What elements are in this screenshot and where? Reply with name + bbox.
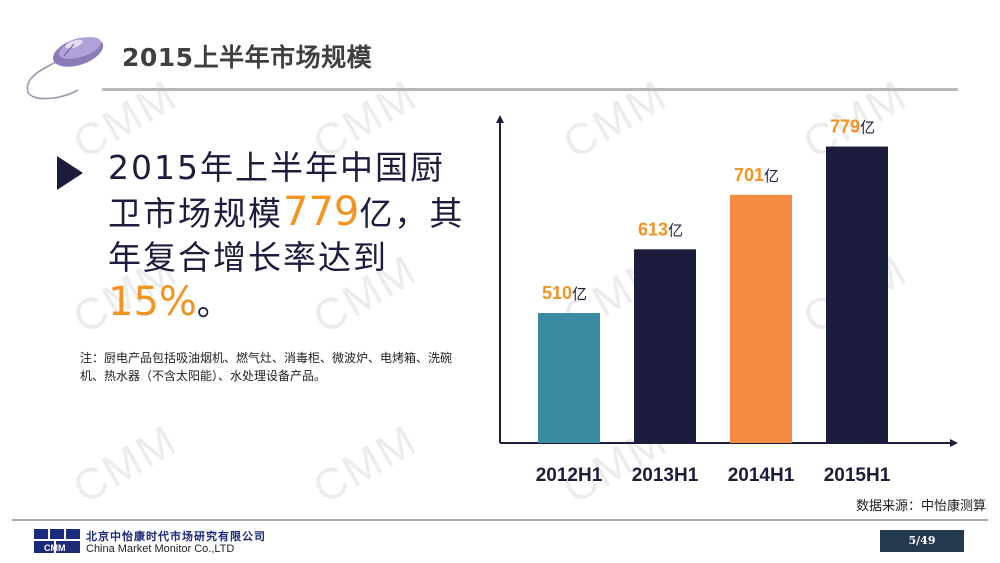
x-tick-label: 2013H1 xyxy=(632,465,699,486)
headline-text: 2015年上半年中国厨卫市场规模779亿，其年复合增长率达到 15%。 xyxy=(108,146,468,326)
logo-text: CMM xyxy=(44,543,66,553)
y-axis-arrow xyxy=(496,115,504,123)
footer-divider xyxy=(12,519,988,521)
bar xyxy=(826,146,888,444)
headline-mid: 亿，其年复合增长率达到 xyxy=(108,194,465,277)
bar xyxy=(730,194,792,443)
footnote: 注：厨电产品包括吸油烟机、燃气灶、消毒柜、微波炉、电烤箱、洗碗机、热水器（不含太… xyxy=(80,351,453,383)
headline-pre: 2015年上半年中国厨卫市场规模 xyxy=(108,148,445,233)
bar-value-label: 613亿 xyxy=(638,219,683,239)
headline-end: 。 xyxy=(196,284,232,323)
headline-rate: 15% xyxy=(108,279,197,325)
company-name-en: China Market Monitor Co.,LTD xyxy=(86,543,235,555)
bullet-triangle-icon xyxy=(57,156,83,190)
page-number: 5/49 xyxy=(880,530,964,552)
cmm-logo: CMM xyxy=(34,529,80,553)
bar-value-label: 701亿 xyxy=(734,165,779,185)
headline-value: 779 xyxy=(283,189,360,235)
bar xyxy=(538,313,600,443)
x-tick-label: 2014H1 xyxy=(728,465,795,486)
data-source: 数据来源：中怡康测算 xyxy=(855,499,986,514)
x-tick-label: 2012H1 xyxy=(536,465,603,486)
x-tick-label: 2015H1 xyxy=(824,465,891,486)
bar-value-label: 510亿 xyxy=(542,283,587,303)
x-axis-arrow xyxy=(950,439,958,447)
bar-value-label: 779亿 xyxy=(830,117,875,137)
computer-mouse-icon xyxy=(26,37,104,100)
bar xyxy=(634,249,696,443)
page-title: 2015上半年市场规模 xyxy=(122,43,373,72)
company-name-cn: 北京中怡康时代市场研究有限公司 xyxy=(86,530,266,543)
title-divider xyxy=(102,88,958,91)
